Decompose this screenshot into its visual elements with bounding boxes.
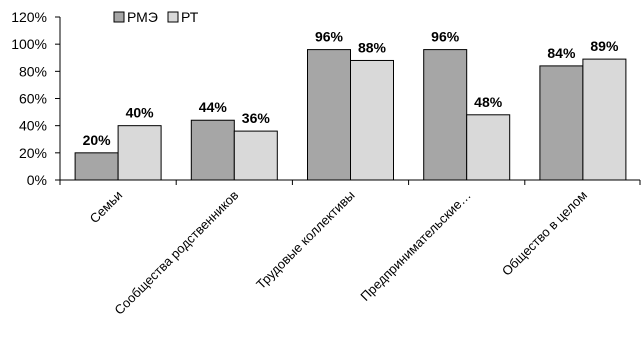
data-label: 96% [315,29,344,45]
x-tick-label: Трудовые коллективы [253,188,357,292]
data-label: 36% [242,110,271,126]
x-tick-label: Общество в целом [499,187,590,278]
bar-rme [307,49,351,181]
bar-rme [539,65,584,181]
legend-swatch-rme [113,11,125,23]
legend-swatch-rt [167,11,179,23]
y-tick-label: 60% [19,91,47,107]
data-label: 89% [590,38,619,54]
y-tick-label: 80% [19,63,47,79]
legend-label-rme: РМЭ [127,9,158,25]
x-tick-label: Семьи [87,188,126,227]
data-labels: 20% 40% 44% 36% 96% 88% 96% 48% 84% 89% [83,29,619,148]
data-label: 88% [358,39,387,55]
y-axis: 0% 20% 40% 60% 80% 100% 120% [11,9,61,188]
x-axis [59,179,641,185]
data-label: 96% [431,29,460,45]
bars [74,49,627,181]
bar-rt [466,114,511,181]
x-tick-label: Сообщества родственников [111,187,241,317]
data-label: 40% [126,105,155,121]
data-label: 20% [83,132,112,148]
bar-rt [582,58,627,181]
bar-rme [423,49,468,181]
legend-label-rt: РТ [181,9,199,25]
y-tick-label: 40% [19,118,47,134]
bar-rme [190,119,235,181]
data-label: 84% [547,45,576,61]
x-tick-label: Предпринимательские… [357,188,473,304]
data-label: 48% [474,94,503,110]
y-tick-label: 0% [27,172,47,188]
bar-rt [117,125,162,181]
y-tick-label: 100% [11,36,47,52]
y-tick-label: 20% [19,145,47,161]
data-label: 44% [199,99,228,115]
bar-rt [233,130,278,181]
bar-rt [350,59,394,181]
chart-legend: РМЭ РТ [113,9,199,25]
y-tick-label: 120% [11,9,47,25]
bar-rme [74,152,119,181]
